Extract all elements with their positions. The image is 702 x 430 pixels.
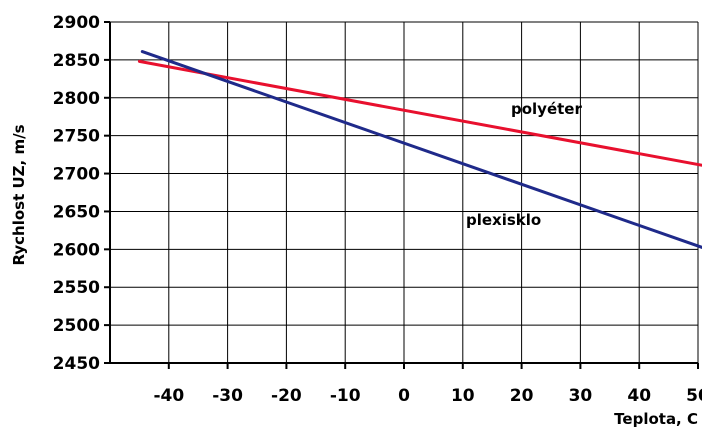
y-tick-label: 2750: [53, 127, 100, 147]
x-tick-label: -20: [271, 386, 302, 406]
x-tick-label: 20: [510, 386, 534, 406]
x-tick-label: 50: [686, 386, 702, 406]
x-tick-label: 30: [569, 386, 593, 406]
y-tick-label: 2600: [53, 240, 100, 260]
x-tick-label: -40: [153, 386, 184, 406]
series-line-polyeter: [137, 59, 702, 167]
x-tick-label: 0: [398, 386, 410, 406]
series-line-plexisklo: [140, 50, 702, 249]
y-tick-label: 2500: [53, 316, 100, 336]
x-axis-title: Teplota, C: [614, 410, 698, 428]
x-tick-label: 40: [627, 386, 651, 406]
x-tick-label: -10: [330, 386, 361, 406]
y-axis-title: Rychlost UZ, m/s: [10, 124, 28, 265]
y-tick-label: 2900: [53, 13, 100, 33]
y-tick-label: 2700: [53, 165, 100, 185]
x-tick-label: -30: [212, 386, 243, 406]
y-tick-label: 2550: [53, 278, 100, 298]
series-label-polyeter: polyéter: [511, 100, 582, 118]
tick-labels: 2450 2500 2550 2600 2650 2700 2750 2800 2850 2900…: [53, 13, 702, 406]
axes: [104, 21, 699, 369]
series-label-plexisklo: plexisklo: [466, 211, 541, 229]
series-lines: [137, 50, 702, 249]
x-tick-label: 10: [451, 386, 475, 406]
y-tick-label: 2800: [53, 89, 100, 109]
y-tick-label: 2850: [53, 51, 100, 71]
y-tick-label: 2650: [53, 202, 100, 222]
y-tick-label: 2450: [53, 354, 100, 374]
